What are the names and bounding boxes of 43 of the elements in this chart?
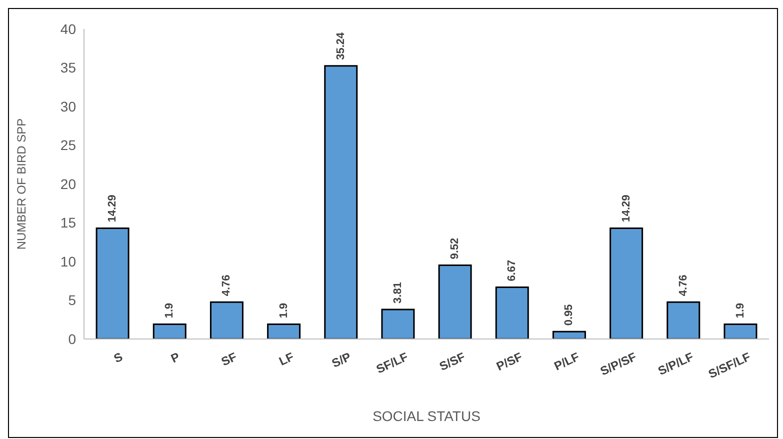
bar [552, 330, 586, 339]
bar [610, 228, 644, 339]
data-label: 9.52 [449, 238, 462, 260]
x-tick-label: P/LF [552, 350, 582, 374]
data-label: 4.76 [677, 274, 690, 296]
x-tick-label: LF [276, 350, 296, 369]
x-tick-label: P/SF [494, 350, 524, 374]
y-tick-label: 10 [60, 253, 76, 270]
bar [152, 324, 186, 339]
bar [495, 286, 529, 339]
data-label: 1.9 [278, 302, 290, 318]
y-tick-label: 30 [60, 98, 76, 114]
bar [210, 301, 244, 339]
data-label: 1.9 [164, 302, 176, 318]
data-label: 1.9 [734, 302, 746, 318]
bar [724, 324, 758, 339]
y-tick-label: 15 [60, 214, 76, 231]
bar [381, 308, 415, 339]
y-tick-label: 40 [60, 20, 76, 37]
bar [96, 228, 130, 339]
data-label: 3.81 [392, 282, 404, 304]
data-label: 6.67 [506, 260, 518, 282]
data-label: 0.95 [563, 304, 576, 326]
x-tick-label: S [112, 350, 125, 366]
x-axis-title: SOCIAL STATUS [372, 408, 480, 424]
x-tick-label: P [168, 350, 182, 366]
y-axis-title: NUMBER OF BIRD SPP [14, 118, 28, 250]
x-tick-label: S/SF [437, 350, 468, 374]
bar [438, 264, 472, 339]
bar [324, 65, 358, 339]
x-tick-label: SF [219, 350, 239, 369]
y-tick-label: 5 [68, 292, 76, 308]
y-tick-label: 25 [60, 137, 76, 154]
bar [267, 324, 301, 339]
bar [666, 301, 700, 339]
data-label: 4.76 [220, 274, 233, 296]
data-label: 35.24 [334, 31, 347, 60]
y-tick-label: 0 [68, 330, 76, 347]
y-tick-label: 20 [60, 176, 76, 192]
data-label: 14.29 [620, 194, 632, 222]
data-label: 14.29 [106, 194, 119, 222]
y-tick-label: 35 [60, 60, 76, 76]
x-tick-label: S/P [330, 350, 354, 370]
